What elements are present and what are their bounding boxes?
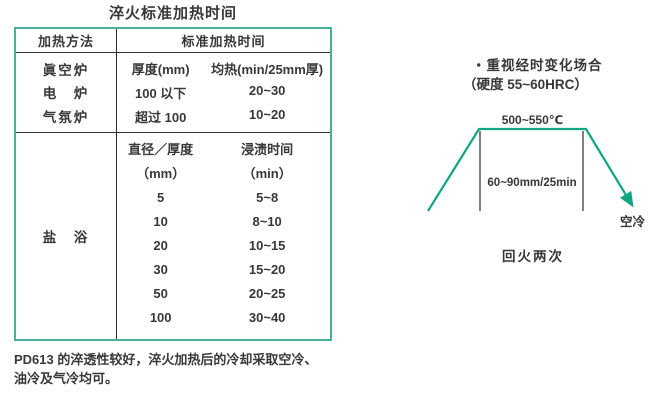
immersion-value: 15~20 [248, 262, 286, 277]
column-header-method: 加热方法 [16, 29, 116, 53]
diameter-header: 直径／厚度 [128, 142, 194, 157]
table-row: 100 30~40 [117, 306, 330, 330]
hardenability-note: PD613 的淬透性较好，淬火加热后的冷却采取空冷、 油冷及气冷均可。 [14, 352, 318, 386]
table-column-methods: 加热方法 眞空炉 电 炉 气氛炉 盐 浴 [16, 29, 117, 339]
table-row: 30 15~20 [117, 258, 330, 282]
diameter-value: 10 [153, 214, 168, 229]
diameter-value: 5 [157, 190, 165, 205]
diameter-value: 20 [153, 238, 168, 253]
immersion-unit: （min） [242, 166, 292, 181]
column-header-time: 标准加热时间 [117, 29, 330, 53]
soak-value: 20~30 [248, 82, 286, 98]
table-row: 直径／厚度 浸渍时间 [117, 138, 330, 162]
temperature-profile-lines [427, 127, 634, 212]
heating-cooling-curve [427, 127, 634, 212]
hardness-range: （硬度 55~60HRC） [463, 77, 588, 92]
furnace-method-list: 眞空炉 电 炉 气氛炉 [16, 53, 116, 133]
air-cooling-label: 空冷 [620, 215, 646, 229]
furnace-method: 气氛炉 [42, 110, 90, 126]
table-row: 10 8~10 [117, 210, 330, 234]
immersion-value: 5~8 [256, 190, 279, 205]
diameter-value: 30 [153, 262, 168, 277]
diameter-unit: （mm） [136, 166, 186, 181]
table-row: 5 5~8 [117, 186, 330, 210]
table-column-times: 标准加热时间 厚度(mm) 均热(min/25mm厚) 100 以下 20~30… [117, 29, 330, 339]
soak-value: 10~20 [248, 107, 286, 123]
table-row: 超过 100 10~20 [117, 107, 330, 126]
soak-header: 均热(min/25mm厚) [211, 61, 324, 77]
immersion-header: 浸渍时间 [241, 142, 294, 157]
diameter-value: 100 [149, 310, 172, 325]
quench-heating-table: 加热方法 眞空炉 电 炉 气氛炉 盐 浴 标准加热时间 厚度(mm) 均热(mi… [14, 27, 332, 341]
peak-temperature-label: 500~550℃ [501, 113, 564, 127]
table-row: 20 10~15 [117, 234, 330, 258]
immersion-value: 20~25 [248, 286, 286, 301]
furnace-method: 电 炉 [42, 86, 90, 102]
table-row: 厚度(mm) 均热(min/25mm厚) [117, 59, 330, 78]
furnace-method: 眞空炉 [42, 62, 90, 78]
tempering-profile-diagram: 500~550℃ 60~90mm/25min 空冷 [410, 110, 654, 260]
page-title: 淬火标准加热时间 [108, 5, 237, 22]
thickness-value: 超过 100 [135, 110, 187, 126]
table-row: 100 以下 20~30 [117, 83, 330, 102]
salt-bath-time-section: 直径／厚度 浸渍时间 （mm） （min） 5 5~8 10 8~10 20 1… [117, 133, 330, 339]
table-row: 50 20~25 [117, 282, 330, 306]
immersion-value: 10~15 [248, 238, 286, 253]
soak-rate-label: 60~90mm/25min [487, 177, 577, 189]
thickness-header: 厚度(mm) [131, 61, 190, 77]
temper-twice-caption: 回火两次 [502, 249, 564, 264]
furnace-time-section: 厚度(mm) 均热(min/25mm厚) 100 以下 20~30 超过 100… [117, 53, 330, 133]
diameter-value: 50 [153, 286, 168, 301]
salt-bath-method: 盐 浴 [42, 230, 90, 245]
tempering-case-heading: ・重视经时变化场合 [472, 58, 603, 73]
immersion-value: 8~10 [252, 214, 282, 229]
table-row: （mm） （min） [117, 162, 330, 186]
immersion-value: 30~40 [248, 310, 286, 325]
thickness-value: 100 以下 [135, 85, 187, 101]
